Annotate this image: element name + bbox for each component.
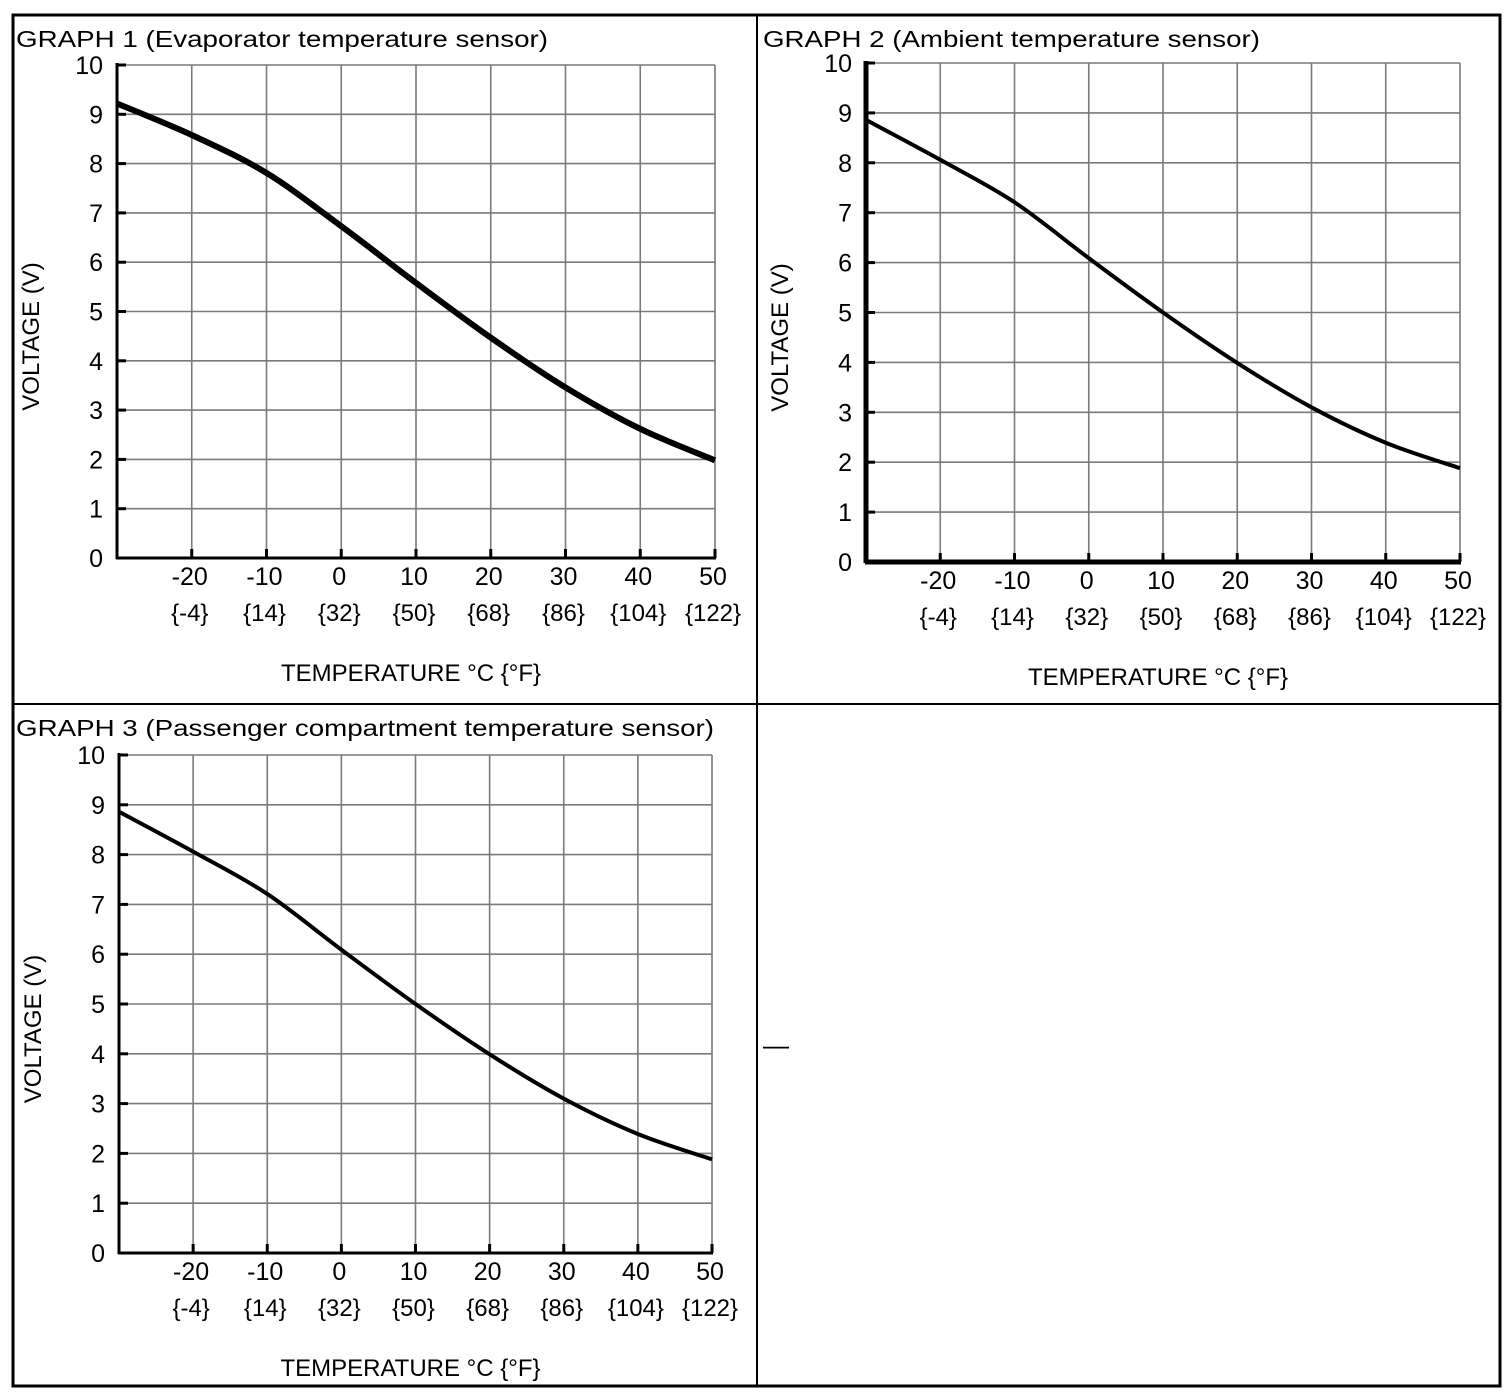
y-tick-label: 10 [824, 50, 852, 78]
y-tick-label: 8 [838, 150, 852, 178]
y-tick-label: 3 [91, 1091, 105, 1119]
x-tick-label: 10 [1147, 567, 1175, 595]
y-tick-label: 1 [838, 499, 852, 527]
y-tick-label: 0 [91, 1240, 105, 1268]
y-tick-label: 0 [89, 545, 103, 573]
x-tick-label: 10 [400, 563, 428, 591]
series-line [115, 100, 717, 464]
y-axis-title: VOLTAGE (V) [767, 263, 794, 411]
x-tick-label: 0 [332, 1258, 346, 1286]
y-tick-label: 8 [89, 151, 103, 179]
x-tick-label: 20 [474, 1258, 502, 1286]
y-tick-label: 2 [91, 1140, 105, 1168]
y-tick-label: 10 [77, 742, 105, 770]
y-tick-label: 2 [89, 446, 103, 474]
x-tick-label: -10 [994, 567, 1030, 595]
x-tick-label-fahrenheit: {14} [991, 604, 1034, 631]
series-line [865, 118, 1461, 471]
x-tick-label-fahrenheit: {-4} [172, 1295, 209, 1322]
x-tick-label: 40 [622, 1258, 650, 1286]
x-tick-label: 10 [400, 1258, 428, 1286]
x-tick-label-fahrenheit: {68} [466, 1295, 509, 1322]
y-tick-label: 10 [75, 52, 103, 80]
empty-cell-mark: — [763, 1030, 789, 1060]
chart-title: GRAPH 2 (Ambient temperature sensor) [763, 26, 1260, 52]
x-tick-label: -20 [173, 1258, 209, 1286]
x-tick-label: 0 [332, 563, 346, 591]
x-tick-label-fahrenheit: {-4} [920, 604, 957, 631]
x-tick-label: 40 [1370, 567, 1398, 595]
x-tick-label-fahrenheit: {32} [318, 1295, 361, 1322]
x-tick-label-fahrenheit: {50} [392, 1295, 435, 1322]
y-tick-label: 9 [838, 100, 852, 128]
x-tick-label: 30 [550, 563, 578, 591]
x-tick-label-fahrenheit: {122} [682, 1295, 738, 1322]
x-tick-label-fahrenheit: {86} [542, 600, 585, 627]
x-tick-label: 30 [548, 1258, 576, 1286]
x-tick-label-fahrenheit: {32} [1065, 604, 1108, 631]
x-tick-label: 40 [624, 563, 652, 591]
y-tick-label: 9 [89, 101, 103, 129]
x-tick-label: 30 [1296, 567, 1324, 595]
y-tick-label: 0 [838, 549, 852, 577]
y-axis-title: VOLTAGE (V) [18, 262, 45, 410]
y-axis-title: VOLTAGE (V) [20, 955, 47, 1103]
y-tick-label: 6 [838, 250, 852, 278]
x-tick-label: 0 [1080, 567, 1094, 595]
y-tick-label: 3 [89, 397, 103, 425]
y-tick-label: 5 [838, 300, 852, 328]
y-tick-label: 5 [91, 991, 105, 1019]
y-tick-label: 3 [838, 399, 852, 427]
x-tick-label-fahrenheit: {50} [393, 600, 436, 627]
x-tick-label-fahrenheit: {68} [467, 600, 510, 627]
x-tick-label: 20 [1221, 567, 1249, 595]
y-tick-label: 4 [91, 1041, 105, 1069]
x-tick-label-fahrenheit: {14} [243, 600, 286, 627]
x-tick-label-fahrenheit: {32} [318, 600, 361, 627]
y-tick-label: 5 [89, 299, 103, 327]
x-tick-label-fahrenheit: {122} [685, 600, 741, 627]
x-tick-label-fahrenheit: {14} [244, 1295, 287, 1322]
y-tick-label: 1 [89, 496, 103, 524]
x-tick-label-fahrenheit: {-4} [171, 600, 208, 627]
y-tick-label: 1 [91, 1190, 105, 1218]
chart-graph-1: GRAPH 1 (Evaporator temperature sensor) 0… [16, 26, 741, 687]
x-tick-label: -10 [246, 563, 282, 591]
x-tick-label: -20 [172, 563, 208, 591]
series-line [118, 810, 713, 1162]
chart-title: GRAPH 3 (Passenger compartment temperatu… [16, 715, 714, 741]
x-tick-label-fahrenheit: {104} [610, 600, 666, 627]
x-tick-label-fahrenheit: {50} [1140, 604, 1183, 631]
x-tick-label: 50 [1444, 567, 1472, 595]
x-tick-label-fahrenheit: {68} [1214, 604, 1257, 631]
y-tick-label: 7 [89, 200, 103, 228]
y-tick-label: 7 [838, 200, 852, 228]
x-axis-title: TEMPERATURE °C {°F} [280, 1355, 540, 1382]
x-axis-title: TEMPERATURE °C {°F} [1028, 664, 1288, 691]
y-tick-label: 6 [89, 249, 103, 277]
x-tick-label: -10 [247, 1258, 283, 1286]
x-tick-label: 50 [696, 1258, 724, 1286]
x-tick-label: 20 [475, 563, 503, 591]
y-tick-label: 4 [838, 349, 852, 377]
x-tick-label-fahrenheit: {86} [540, 1295, 583, 1322]
x-tick-label-fahrenheit: {86} [1288, 604, 1331, 631]
chart-graph-2: GRAPH 2 (Ambient temperature sensor) 0 1 2 3… [763, 26, 1486, 691]
x-tick-label: -20 [920, 567, 956, 595]
x-tick-label-fahrenheit: {104} [1356, 604, 1412, 631]
chart-graph-3: GRAPH 3 (Passenger compartment temperatu… [16, 715, 738, 1382]
y-tick-label: 7 [91, 891, 105, 919]
x-tick-label-fahrenheit: {104} [608, 1295, 664, 1322]
y-tick-label: 4 [89, 348, 103, 376]
y-tick-label: 9 [91, 792, 105, 820]
y-tick-label: 8 [91, 842, 105, 870]
x-tick-label: 50 [699, 563, 727, 591]
y-tick-label: 6 [91, 941, 105, 969]
x-axis-title: TEMPERATURE °C {°F} [281, 660, 541, 687]
chart-title: GRAPH 1 (Evaporator temperature sensor) [16, 26, 548, 52]
y-tick-label: 2 [838, 449, 852, 477]
x-tick-label-fahrenheit: {122} [1430, 604, 1486, 631]
